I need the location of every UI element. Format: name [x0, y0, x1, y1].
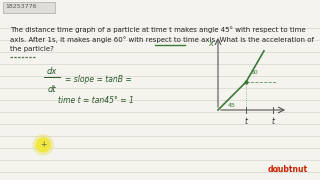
Text: the particle?: the particle? — [10, 46, 54, 52]
Text: x: x — [208, 39, 213, 48]
Text: = slope = tanB =: = slope = tanB = — [65, 75, 132, 84]
Text: doubtnut: doubtnut — [268, 165, 308, 174]
Circle shape — [33, 135, 53, 155]
Text: 60: 60 — [251, 70, 259, 75]
Text: time t = tan45° = 1: time t = tan45° = 1 — [58, 96, 134, 105]
Text: t: t — [244, 117, 247, 126]
Text: The distance time graph of a particle at time t makes angle 45° with respect to : The distance time graph of a particle at… — [10, 26, 306, 33]
Circle shape — [36, 138, 50, 152]
Text: 45: 45 — [228, 103, 236, 108]
Text: ♪: ♪ — [274, 165, 279, 174]
Text: +: + — [40, 140, 46, 149]
Text: 18253776: 18253776 — [5, 4, 36, 9]
FancyBboxPatch shape — [3, 2, 55, 13]
Text: dx: dx — [47, 67, 57, 76]
Text: dt: dt — [48, 85, 56, 94]
Text: axis. After 1s, it makes angle 60° with respect to time axis. What is the accele: axis. After 1s, it makes angle 60° with … — [10, 36, 314, 43]
Text: t: t — [271, 117, 275, 126]
